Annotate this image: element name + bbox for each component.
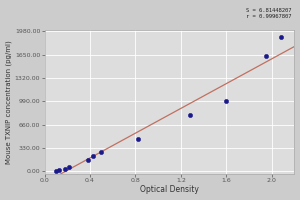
Text: S = 6.81448207
r = 0.99967807: S = 6.81448207 r = 0.99967807 (245, 8, 291, 19)
Point (63, 167, 68, 171)
Point (85, 159, 90, 162)
Point (135, 137, 140, 140)
Y-axis label: Mouse TXNIP concentration (pg/ml): Mouse TXNIP concentration (pg/ml) (6, 40, 12, 164)
X-axis label: Optical Density: Optical Density (140, 185, 199, 194)
Point (99, 150, 104, 154)
Point (67, 166, 72, 169)
Point (91, 154, 96, 157)
Point (188, 114, 192, 117)
Point (53, 170, 58, 173)
Point (224, 99, 229, 102)
Point (57, 169, 62, 172)
Point (264, 55, 268, 58)
Point (278, 36, 283, 39)
